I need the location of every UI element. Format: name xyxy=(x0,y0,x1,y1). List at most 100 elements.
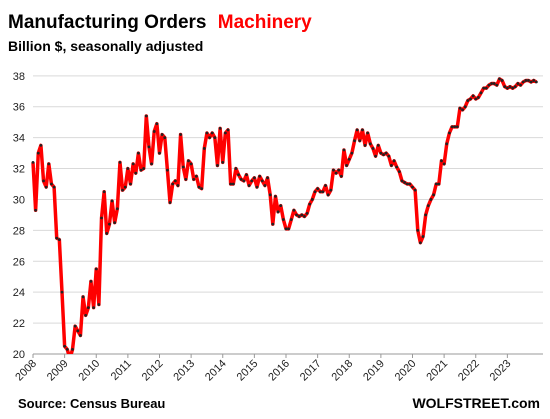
y-tick-label: 22 xyxy=(13,318,25,330)
data-point xyxy=(192,177,196,181)
data-point xyxy=(387,154,391,158)
data-point xyxy=(474,97,478,101)
data-point xyxy=(458,106,462,110)
data-point xyxy=(274,194,277,198)
data-point xyxy=(239,177,243,181)
data-point xyxy=(195,174,198,178)
data-point xyxy=(505,86,509,90)
data-point xyxy=(57,238,61,242)
data-point xyxy=(42,179,45,183)
chart-title-group: Manufacturing Orders Machinery xyxy=(8,12,312,33)
data-point xyxy=(379,151,383,155)
data-point xyxy=(100,216,103,220)
data-point xyxy=(126,167,130,170)
y-tick-label: 30 xyxy=(13,194,25,206)
data-point xyxy=(31,160,35,164)
data-point xyxy=(258,174,262,178)
data-point xyxy=(303,215,306,218)
data-point xyxy=(129,182,132,186)
data-point xyxy=(213,136,217,140)
data-point xyxy=(152,130,156,133)
data-point xyxy=(366,131,370,135)
data-point xyxy=(187,159,190,163)
data-point xyxy=(527,79,530,82)
data-point xyxy=(166,168,169,172)
plot-area xyxy=(31,77,538,360)
data-point xyxy=(266,176,269,180)
data-point xyxy=(271,222,275,226)
data-point xyxy=(108,222,111,226)
data-point xyxy=(429,198,433,201)
data-point xyxy=(55,236,59,240)
data-point xyxy=(368,142,372,146)
data-point xyxy=(384,151,388,155)
data-point xyxy=(403,181,406,184)
x-tick-label: 2010 xyxy=(77,358,103,384)
data-point xyxy=(168,201,172,204)
data-point xyxy=(461,108,464,112)
data-point xyxy=(60,290,64,294)
data-point xyxy=(374,154,377,158)
data-point xyxy=(440,159,443,163)
data-point xyxy=(305,211,309,215)
data-point xyxy=(205,131,209,135)
data-point xyxy=(487,83,491,87)
series-line xyxy=(31,77,538,354)
data-point xyxy=(144,114,148,118)
data-point xyxy=(358,139,362,143)
data-point xyxy=(395,165,399,169)
data-point xyxy=(511,86,515,90)
data-point xyxy=(250,179,254,183)
x-tick-label: 2015 xyxy=(235,358,261,384)
data-point xyxy=(197,185,201,189)
data-point xyxy=(173,179,177,183)
data-point xyxy=(63,344,67,348)
data-point xyxy=(137,151,140,155)
data-point xyxy=(534,80,538,84)
data-point xyxy=(94,267,98,271)
data-point xyxy=(492,82,496,85)
data-point xyxy=(179,133,182,136)
data-point xyxy=(184,177,188,181)
data-point xyxy=(329,188,333,192)
data-point xyxy=(308,202,312,206)
data-point xyxy=(69,357,72,360)
data-point xyxy=(353,139,356,143)
chart-title: Manufacturing Orders xyxy=(8,12,206,33)
data-point xyxy=(390,164,393,167)
data-point xyxy=(408,182,412,186)
data-point xyxy=(519,83,522,87)
data-point xyxy=(392,159,396,163)
data-point xyxy=(300,213,304,217)
data-point xyxy=(318,190,322,194)
data-point xyxy=(89,279,93,283)
data-point xyxy=(324,184,327,187)
x-tick-label: 2020 xyxy=(393,358,419,384)
data-point xyxy=(524,79,528,82)
y-tick-label: 26 xyxy=(13,256,25,268)
data-point xyxy=(313,190,317,194)
data-point xyxy=(513,85,517,89)
data-point xyxy=(218,126,222,130)
data-point xyxy=(176,184,180,187)
data-point xyxy=(434,182,438,186)
data-point xyxy=(289,218,293,221)
data-point xyxy=(463,105,467,109)
data-point xyxy=(237,173,240,177)
data-point xyxy=(105,232,109,235)
data-point xyxy=(221,160,225,164)
data-point xyxy=(382,153,385,157)
data-point xyxy=(529,80,533,84)
data-point xyxy=(160,133,164,136)
data-point xyxy=(202,147,206,150)
data-point xyxy=(498,77,501,81)
data-point xyxy=(255,185,259,189)
data-point xyxy=(450,125,454,129)
data-point xyxy=(36,151,40,155)
data-point xyxy=(200,187,204,191)
data-point xyxy=(448,131,451,135)
data-point xyxy=(118,160,122,164)
data-point xyxy=(437,182,441,186)
data-point xyxy=(79,334,82,337)
x-tick-label: 2019 xyxy=(361,358,387,384)
